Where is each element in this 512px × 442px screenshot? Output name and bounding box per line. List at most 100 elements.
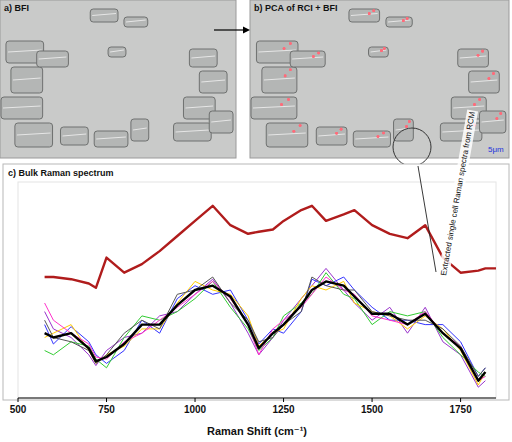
- crystal: [108, 47, 126, 57]
- crystal-facet: [176, 130, 210, 132]
- crystal: [469, 71, 500, 93]
- pca-dot: [299, 124, 302, 127]
- crystal-facet: [292, 57, 323, 59]
- pca-dot: [368, 12, 371, 15]
- crystal-facet: [92, 14, 116, 16]
- crystal-facet: [8, 50, 42, 52]
- pca-dot: [477, 54, 480, 57]
- pca-dot: [335, 132, 338, 135]
- x-tick-label: 1000: [184, 404, 207, 415]
- pca-dot: [299, 124, 302, 127]
- crystal: [349, 9, 380, 22]
- pca-dot: [382, 132, 385, 135]
- pca-dot: [473, 103, 476, 106]
- crystal-facet: [13, 78, 41, 80]
- pca-dot: [481, 50, 484, 53]
- crystal: [131, 119, 149, 141]
- pca-dot: [289, 42, 292, 45]
- crystal: [174, 123, 212, 141]
- pca-dot: [496, 117, 499, 120]
- crystal-facet: [355, 137, 388, 139]
- pca-dot: [299, 124, 302, 127]
- crystal-facet: [268, 133, 306, 135]
- crystal-facet: [96, 137, 126, 139]
- plot-area: [45, 206, 496, 387]
- crystal: [386, 17, 412, 27]
- pca-dot: [478, 98, 481, 101]
- pca-dot: [383, 47, 386, 50]
- image-background: [0, 0, 236, 158]
- pca-dot: [335, 132, 338, 135]
- crystal: [353, 131, 390, 147]
- pca-dot: [368, 12, 371, 15]
- pca-dot: [289, 68, 292, 71]
- pca-dot: [405, 125, 408, 128]
- pca-dot: [284, 75, 287, 78]
- pca-dot: [473, 103, 476, 106]
- crystal: [199, 71, 227, 93]
- spectrum-line: [45, 206, 496, 288]
- pca-dot: [289, 42, 292, 45]
- pca-dot: [477, 54, 480, 57]
- x-tick: [372, 398, 373, 402]
- crystal: [94, 131, 128, 147]
- pca-dot: [383, 47, 386, 50]
- x-axis-title: Raman Shift (cm⁻¹): [207, 425, 307, 437]
- crystal-facet: [460, 56, 487, 58]
- pca-dot: [293, 130, 296, 133]
- crystal-facet: [39, 57, 67, 59]
- crystal: [189, 49, 217, 67]
- crystal: [1, 97, 43, 119]
- crystal: [290, 51, 325, 67]
- pca-dot: [317, 52, 320, 55]
- crystal-facet: [126, 20, 146, 22]
- pca-dot: [488, 77, 491, 80]
- pca-dot: [405, 125, 408, 128]
- crystal: [316, 127, 347, 145]
- crystal-facet: [482, 120, 504, 122]
- pca-dot: [372, 9, 375, 12]
- pca-dot: [380, 49, 383, 52]
- annotation-background: [438, 110, 478, 278]
- scale-bar: 5μm: [488, 145, 504, 154]
- pca-dot: [312, 55, 315, 58]
- crystal-facet: [453, 106, 484, 108]
- pca-dot: [382, 132, 385, 135]
- pca-dot: [406, 17, 409, 20]
- pca-dot: [408, 120, 411, 123]
- pca-dot: [380, 49, 383, 52]
- pca-dot: [406, 17, 409, 20]
- pca-dot: [499, 112, 502, 115]
- pca-dot: [478, 98, 481, 101]
- pca-dot: [289, 68, 292, 71]
- crystal-facet: [110, 50, 124, 52]
- spectrum-line: [45, 277, 486, 376]
- crystal-facet: [191, 56, 215, 58]
- pca-dot: [372, 9, 375, 12]
- crystal-facet: [201, 80, 225, 82]
- x-axis: [18, 398, 496, 399]
- pca-dot: [283, 47, 286, 50]
- pca-dot: [335, 132, 338, 135]
- crystal: [15, 123, 53, 147]
- annotation: Extracted single cell Raman spectra from…: [438, 110, 478, 278]
- pca-dot: [340, 128, 343, 131]
- crystal-facet: [471, 80, 498, 82]
- pca-dot: [408, 120, 411, 123]
- pca-dot: [496, 117, 499, 120]
- x-tick: [106, 398, 107, 402]
- crystal: [266, 123, 308, 147]
- crystal: [251, 97, 297, 119]
- pca-dot: [406, 17, 409, 20]
- crystal-facet: [133, 128, 147, 130]
- crystal-facet: [3, 106, 41, 108]
- pca-dot: [280, 103, 283, 106]
- crystal-facet: [264, 78, 295, 80]
- pca-dot: [284, 75, 287, 78]
- selection-circle: [393, 128, 431, 166]
- pca-dot: [405, 125, 408, 128]
- pca-dot: [402, 19, 405, 22]
- x-tick-label: 1750: [449, 404, 472, 415]
- pca-dot: [492, 72, 495, 75]
- pca-dot: [499, 112, 502, 115]
